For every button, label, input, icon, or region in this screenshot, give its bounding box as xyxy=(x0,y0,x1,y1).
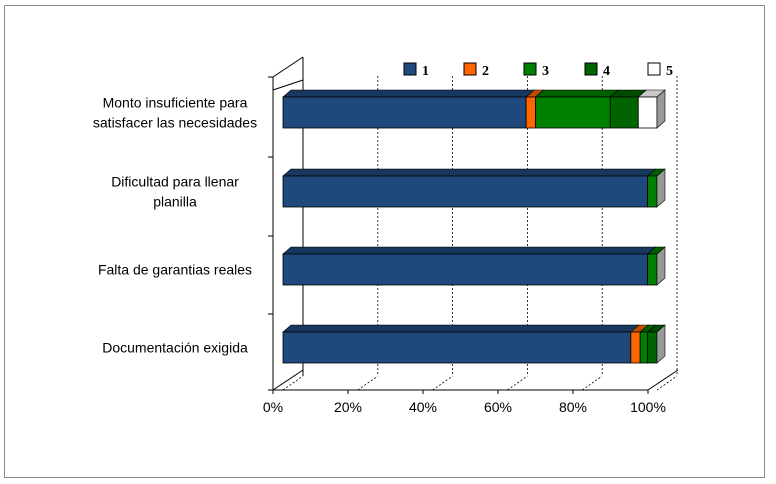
floor-gridline xyxy=(656,375,678,391)
wall-top-left-edge xyxy=(272,56,304,78)
bar-segment-series-1 xyxy=(282,96,527,129)
floor-gridline xyxy=(432,375,453,391)
bar-segment-series-1 xyxy=(282,175,649,208)
bar-top-series-3 xyxy=(534,89,620,98)
category-label: Dificultad para llenar xyxy=(111,174,239,190)
bar-end-face xyxy=(656,324,666,364)
floor-gridline xyxy=(357,375,379,391)
bar-segment-series-5 xyxy=(637,96,658,129)
category-label: Documentación exigida xyxy=(102,340,248,356)
legend-label: 4 xyxy=(603,64,610,79)
legend-swatch-series-4 xyxy=(584,62,598,76)
bar-segment-series-4 xyxy=(609,96,639,129)
bar-segment-series-3 xyxy=(647,175,658,208)
bar-segment-series-3 xyxy=(639,331,649,364)
legend-label: 1 xyxy=(422,64,429,79)
bar-end-face xyxy=(656,246,666,286)
floor-left-edge xyxy=(272,369,304,391)
bar-segment-series-3 xyxy=(647,253,658,286)
category-label: satisfacer las necesidades xyxy=(93,115,257,131)
bar-top-series-1 xyxy=(282,246,657,255)
floor-gridline xyxy=(507,375,528,391)
legend-swatch-series-3 xyxy=(523,62,537,76)
bar-end-face xyxy=(656,168,666,208)
wall-top-edge xyxy=(272,79,304,91)
bar-segment-series-1 xyxy=(282,331,632,364)
bar-end-face xyxy=(656,89,666,129)
bar-segment-series-2 xyxy=(630,331,641,364)
x-tick-label: 40% xyxy=(409,399,437,415)
legend-swatch-series-1 xyxy=(403,62,417,76)
legend-label: 3 xyxy=(542,64,549,79)
x-tick-label: 100% xyxy=(630,399,666,415)
category-label: planilla xyxy=(153,194,197,210)
bar-segment-series-1 xyxy=(282,253,649,286)
x-tick-label: 80% xyxy=(559,399,587,415)
bar-top-series-1 xyxy=(282,168,657,177)
bar-segment-series-4 xyxy=(647,331,658,364)
category-label: Falta de garantias reales xyxy=(98,262,252,278)
x-tick-label: 0% xyxy=(263,399,283,415)
legend-swatch-series-5 xyxy=(647,62,661,76)
bar-top-series-1 xyxy=(282,324,640,333)
x-tick-label: 60% xyxy=(484,399,512,415)
category-label: Monto insuficiente para xyxy=(103,95,248,111)
legend-label: 5 xyxy=(666,64,673,79)
floor-gridline xyxy=(581,375,603,391)
floor-gridline xyxy=(282,375,304,391)
floor-right-edge xyxy=(647,369,679,391)
bar-top-series-1 xyxy=(282,89,535,98)
bar-segment-series-2 xyxy=(525,96,536,129)
bar-segment-series-3 xyxy=(535,96,611,129)
chart-frame xyxy=(4,5,765,478)
legend-label: 2 xyxy=(482,64,489,79)
legend-swatch-series-2 xyxy=(463,62,477,76)
x-tick-label: 20% xyxy=(334,399,362,415)
